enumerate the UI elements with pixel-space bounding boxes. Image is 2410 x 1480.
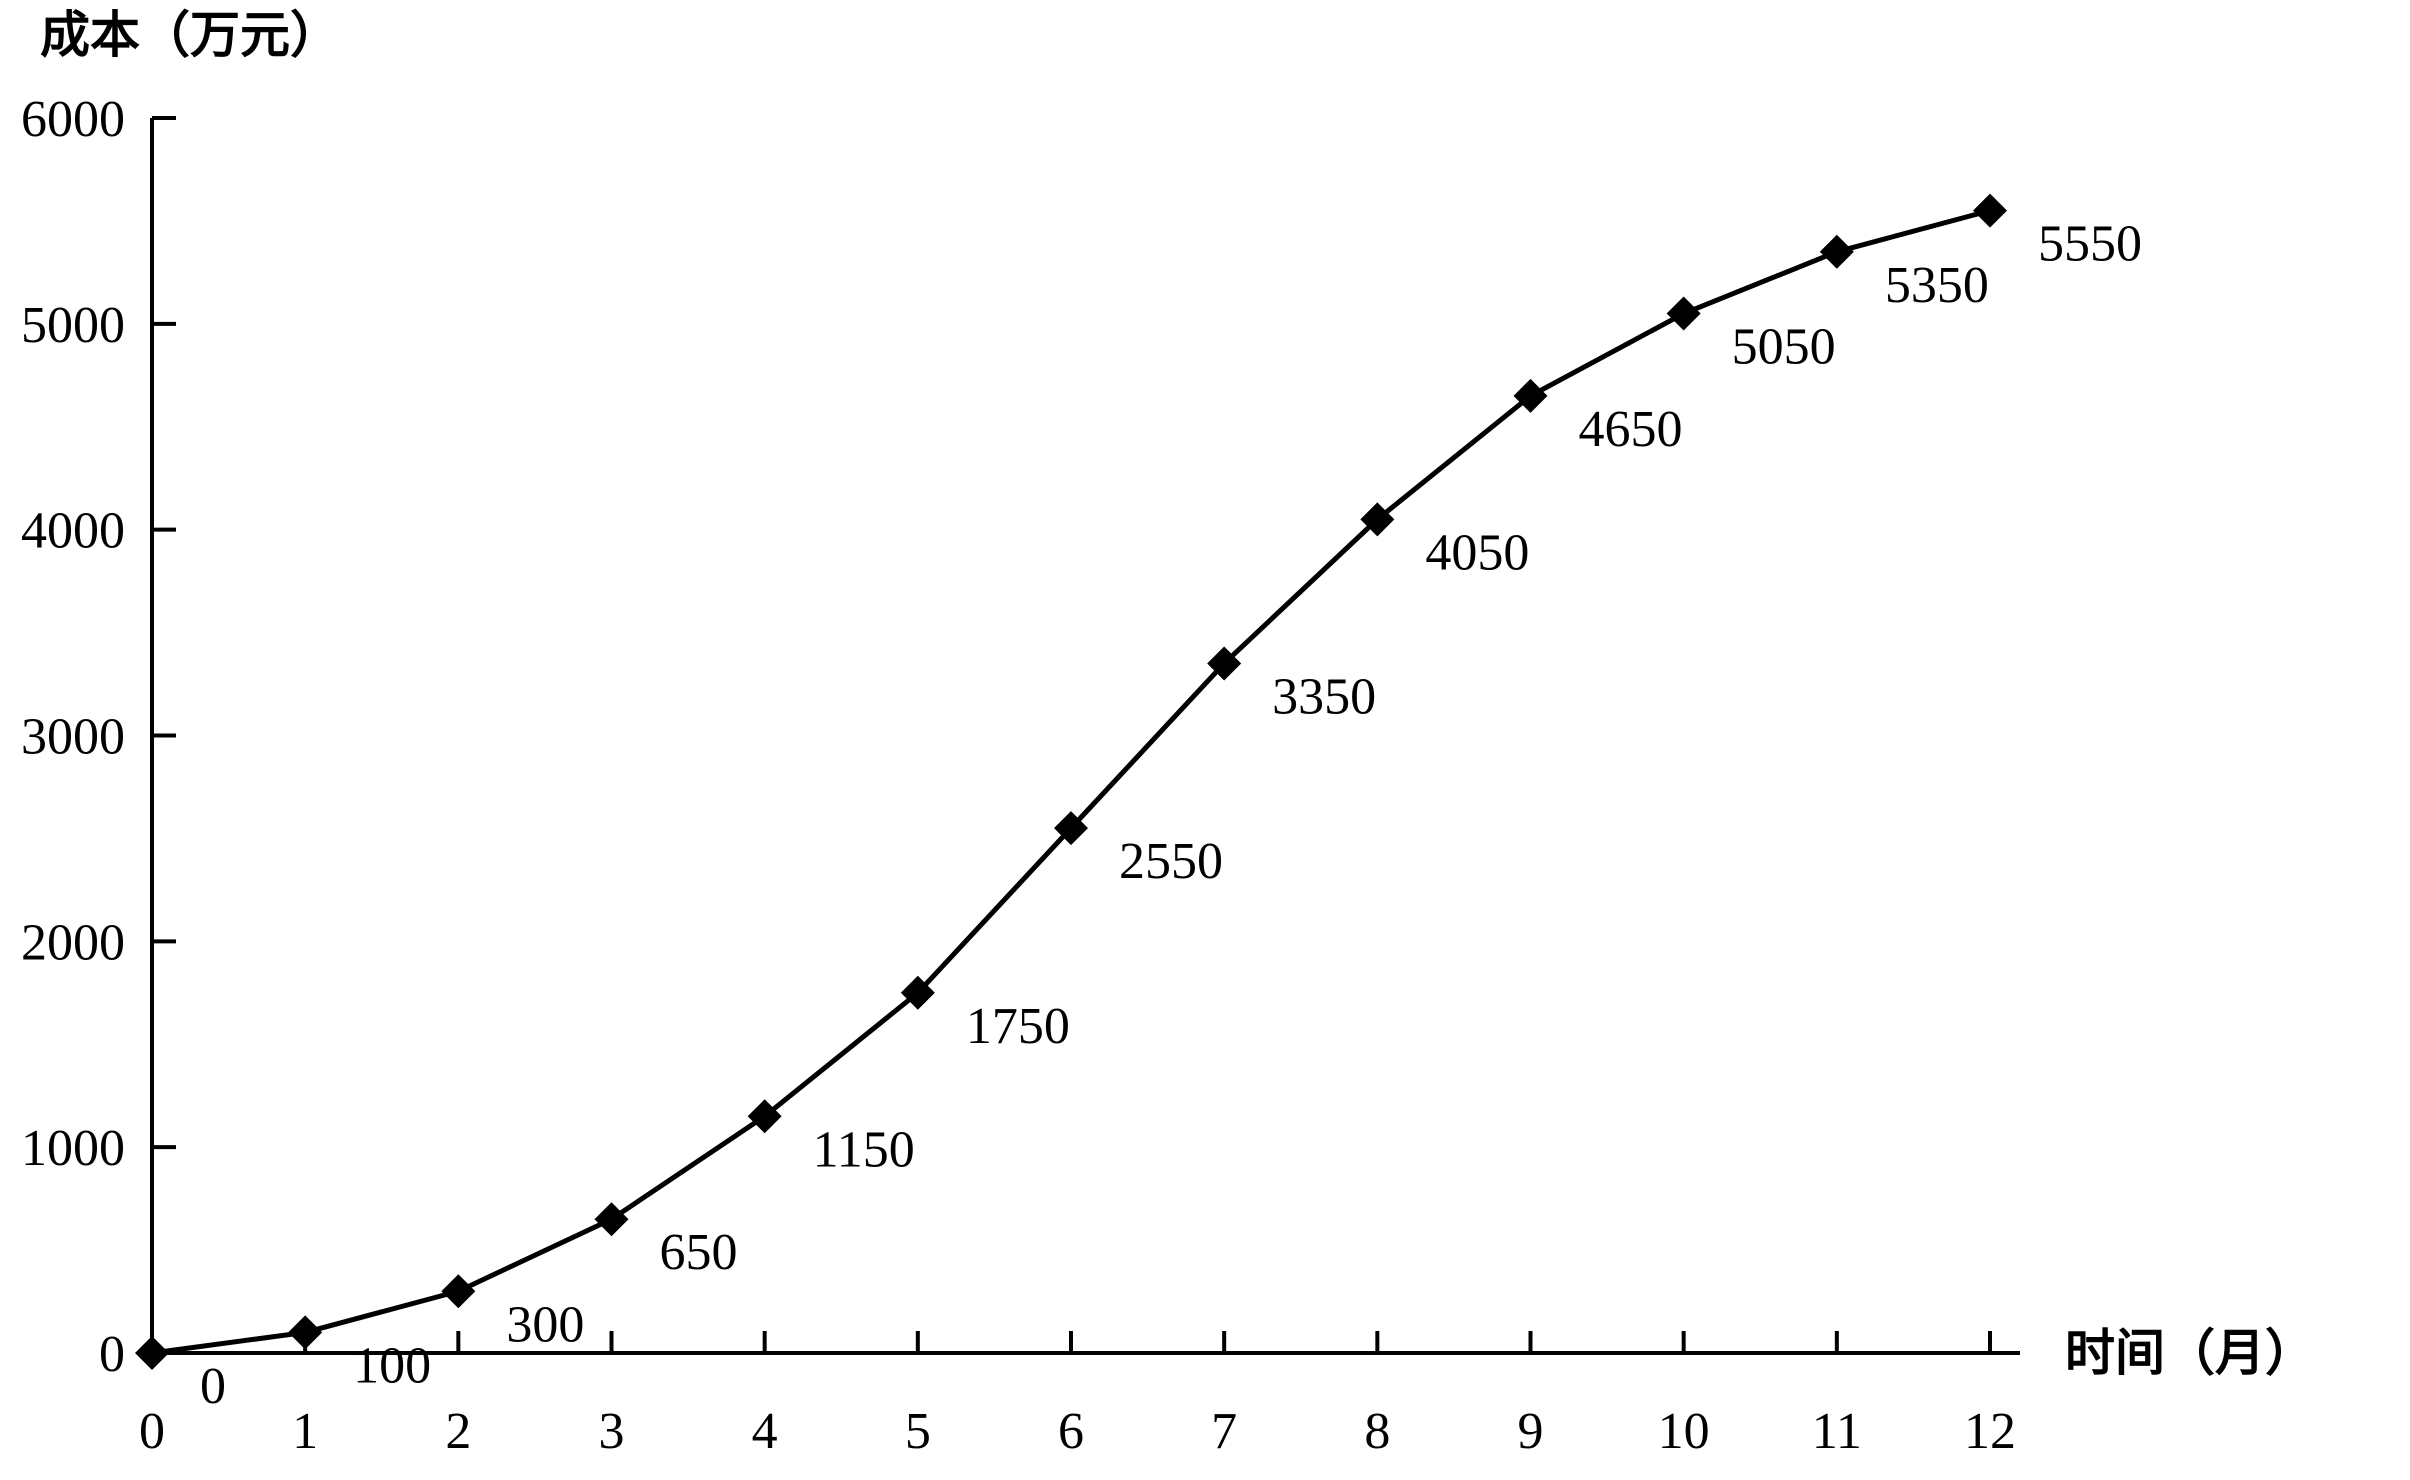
x-tick-label: 1	[292, 1403, 318, 1460]
data-point-marker	[900, 975, 935, 1010]
axes	[150, 118, 2020, 1355]
y-tick-label: 6000	[21, 91, 125, 148]
x-tick-label: 8	[1364, 1403, 1390, 1460]
data-point-marker	[1360, 502, 1395, 537]
y-tick-label: 3000	[21, 709, 125, 766]
data-point-marker	[135, 1336, 169, 1370]
x-tick-label: 12	[1964, 1403, 2016, 1460]
data-label: 5350	[1885, 257, 1989, 314]
data-label: 5550	[2038, 216, 2142, 273]
data-point-marker	[1054, 811, 1088, 846]
x-tick-label: 10	[1658, 1403, 1710, 1460]
x-tick-label: 3	[599, 1403, 625, 1460]
data-label: 2550	[1119, 833, 1223, 890]
x-ticks: 0 1 2 3 4 5 6 7 8 9 10 11 12	[139, 1331, 2016, 1460]
x-tick-label: 5	[905, 1403, 931, 1460]
data-point-marker	[1513, 378, 1548, 413]
data-label: 650	[660, 1224, 738, 1281]
x-tick-label: 2	[445, 1403, 471, 1460]
data-label: 0	[200, 1358, 226, 1415]
data-point-marker	[1973, 193, 2007, 228]
data-label: 5050	[1732, 319, 1836, 376]
data-label: 1750	[966, 998, 1070, 1055]
y-tick-label: 4000	[21, 503, 125, 560]
x-tick-label: 0	[139, 1403, 165, 1460]
x-tick-label: 11	[1812, 1403, 1862, 1460]
x-tick-label: 9	[1518, 1403, 1544, 1460]
data-label: 4650	[1579, 401, 1683, 458]
y-ticks: 0 1000 2000 3000 4000 5000 6000	[21, 91, 176, 1383]
y-axis-title: 成本（万元）	[40, 6, 340, 64]
data-point-marker	[1207, 646, 1242, 681]
data-label: 3350	[1272, 668, 1376, 725]
data-label: 4050	[1425, 524, 1529, 581]
data-label: 100	[353, 1337, 431, 1394]
x-tick-label: 6	[1058, 1403, 1084, 1460]
data-point-marker	[1666, 296, 1701, 331]
data-label: 1150	[813, 1121, 915, 1178]
x-tick-label: 7	[1211, 1403, 1237, 1460]
x-tick-label: 4	[752, 1403, 778, 1460]
data-point-marker	[441, 1274, 476, 1309]
series-group: 0 100 300 650 1150 1750 2550 3350 4050 4650 5050 53…	[135, 193, 2142, 1415]
series-line	[151, 208, 1991, 1356]
data-point-marker	[1819, 234, 1854, 269]
y-tick-label: 2000	[21, 914, 125, 971]
y-tick-label: 1000	[21, 1120, 125, 1177]
y-tick-label: 5000	[21, 297, 125, 354]
x-axis-title: 时间（月）	[2065, 1324, 2315, 1382]
data-point-marker	[288, 1315, 323, 1350]
data-label: 300	[506, 1296, 584, 1353]
data-point-marker	[747, 1099, 782, 1134]
y-tick-label: 0	[99, 1326, 125, 1383]
data-point-marker	[594, 1202, 629, 1237]
